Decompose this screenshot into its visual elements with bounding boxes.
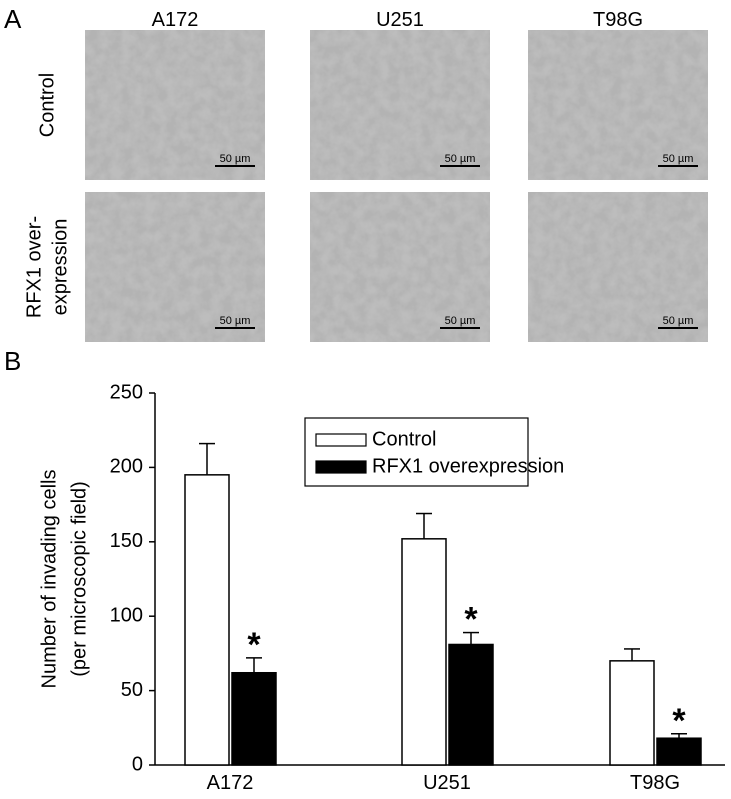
y-axis-label: Number of invading cells xyxy=(38,470,60,689)
y-tick-label: 200 xyxy=(110,456,143,478)
y-tick-label: 150 xyxy=(110,530,143,552)
y-axis-label: (per microscopic field) xyxy=(68,481,90,677)
y-tick-label: 250 xyxy=(110,381,143,403)
scale-bar-label: 50 µm xyxy=(663,153,694,165)
bar xyxy=(609,660,655,766)
column-header: A172 xyxy=(152,9,199,31)
micrograph-texture xyxy=(528,30,708,180)
legend-swatch xyxy=(315,433,367,447)
bar xyxy=(231,671,277,766)
annotation: * xyxy=(247,626,261,664)
y-tick-label: 100 xyxy=(110,604,143,626)
bar xyxy=(656,737,702,766)
legend-label: Control xyxy=(372,428,436,450)
column-header: T98G xyxy=(593,9,643,31)
micrograph-texture xyxy=(528,192,708,342)
x-tick-label: T98G xyxy=(630,772,680,794)
annotation: * xyxy=(672,702,686,740)
bar xyxy=(184,474,230,766)
row-label: RFX1 over- xyxy=(23,216,45,318)
panel-label: A xyxy=(4,4,22,34)
column-header: U251 xyxy=(376,9,424,31)
scale-bar-label: 50 µm xyxy=(445,315,476,327)
micrograph-texture xyxy=(310,30,490,180)
x-tick-label: U251 xyxy=(423,772,471,794)
bar xyxy=(448,643,494,766)
micrograph-texture xyxy=(85,30,265,180)
scale-bar-label: 50 µm xyxy=(220,153,251,165)
panel-a: A172 U251 T98G Control 50 µm 50 µm 50 µm RFX1 o… xyxy=(23,9,708,342)
row-label: expression xyxy=(49,219,71,316)
micrograph-texture xyxy=(85,192,265,342)
scale-bar-label: 50 µm xyxy=(445,153,476,165)
bar xyxy=(401,538,447,766)
x-tick-label: A172 xyxy=(207,772,254,794)
panel-b: 0 50 100 150 200 250 Number of invading cells (… xyxy=(38,381,725,794)
scale-bar-label: 50 µm xyxy=(220,315,251,327)
legend-label: RFX1 overexpression xyxy=(372,455,564,477)
legend-box xyxy=(304,417,529,487)
annotation: * xyxy=(464,601,478,639)
micrograph-texture xyxy=(310,192,490,342)
legend-swatch xyxy=(315,460,367,474)
y-tick-label: 50 xyxy=(121,679,143,701)
scale-bar-label: 50 µm xyxy=(663,315,694,327)
row-label: Control xyxy=(36,73,58,137)
panel-label: B xyxy=(4,346,21,376)
y-tick-label: 0 xyxy=(132,753,143,775)
